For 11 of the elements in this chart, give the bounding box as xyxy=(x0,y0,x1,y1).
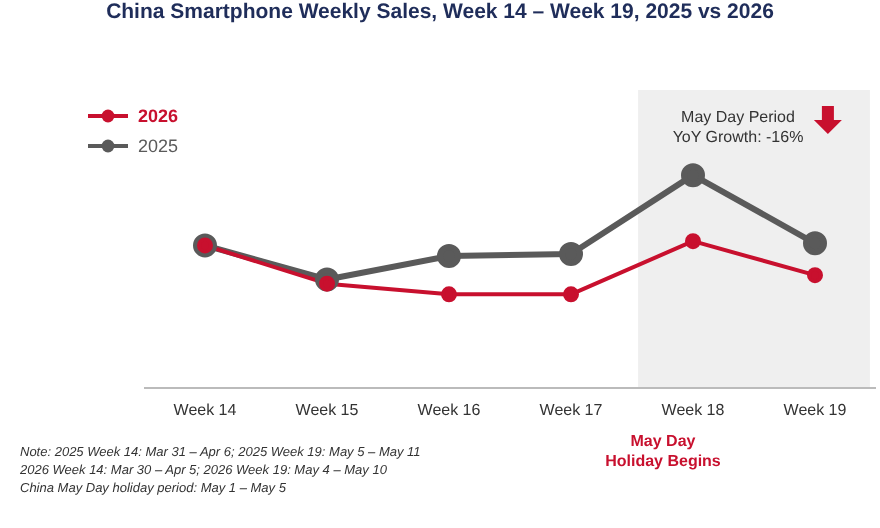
chart-title: China Smartphone Weekly Sales, Week 14 – Week 19, 2025 vs 2026 xyxy=(104,0,776,24)
legend-label: 2025 xyxy=(138,135,179,155)
x-tick-label: Week 14 xyxy=(173,401,238,420)
legend-label: 2026 xyxy=(138,105,179,125)
x-tick-label: Week 18 xyxy=(661,401,726,420)
x-tick-label: Week 19 xyxy=(783,401,848,420)
text: May Day Holiday Begins xyxy=(603,432,723,472)
band-label: May Day Period YoY Growth: -16% xyxy=(672,108,804,146)
x-tick-label: Week 16 xyxy=(417,401,482,420)
x-tick-label: Week 15 xyxy=(295,401,360,420)
x-tick-label: Week 17 xyxy=(539,401,604,420)
